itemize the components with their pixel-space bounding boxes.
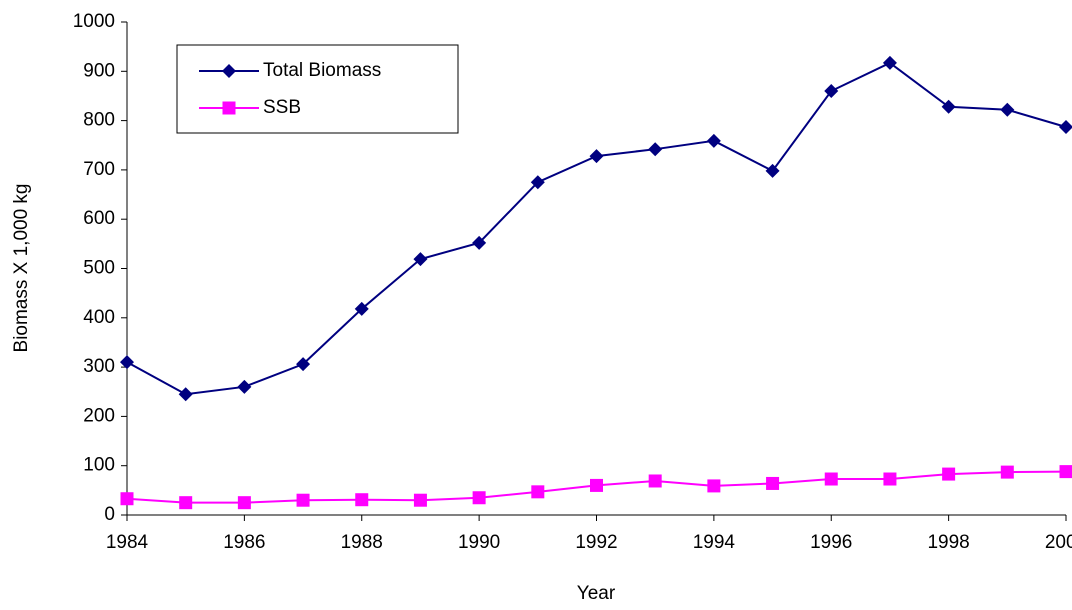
- x-tick-label: 1988: [341, 532, 383, 553]
- marker: [765, 163, 780, 178]
- x-tick-label: 1990: [458, 532, 500, 553]
- marker: [882, 55, 897, 70]
- marker: [648, 142, 663, 157]
- y-tick-label: 200: [83, 405, 115, 426]
- legend-box: [176, 44, 459, 134]
- marker: [531, 485, 545, 499]
- marker: [472, 235, 487, 250]
- legend-marker: [222, 101, 236, 115]
- x-tick-label: 1986: [223, 532, 265, 553]
- x-axis-label: Year: [577, 583, 616, 604]
- marker: [237, 496, 251, 510]
- y-tick-label: 600: [83, 208, 115, 229]
- y-tick-label: 400: [83, 307, 115, 328]
- marker: [766, 476, 780, 490]
- marker: [706, 133, 721, 148]
- marker: [296, 357, 311, 372]
- y-tick-label: 700: [83, 159, 115, 180]
- legend-label: Total Biomass: [263, 60, 381, 81]
- marker: [1000, 465, 1014, 479]
- legend-marker: [222, 64, 236, 78]
- marker: [707, 479, 721, 493]
- x-tick-label: 1994: [693, 532, 736, 553]
- marker: [178, 387, 193, 402]
- x-tick-label: 2000: [1045, 532, 1072, 553]
- y-tick-label: 300: [83, 356, 115, 377]
- marker: [1059, 120, 1072, 135]
- marker: [824, 472, 838, 486]
- legend-label: SSB: [263, 97, 301, 118]
- x-tick-label: 1998: [927, 532, 969, 553]
- y-tick-label: 500: [83, 258, 115, 279]
- marker: [530, 175, 545, 190]
- y-tick-label: 0: [104, 504, 115, 525]
- marker: [589, 149, 604, 164]
- y-axis-label: Biomass X 1,000 kg: [11, 184, 32, 353]
- marker: [120, 492, 134, 506]
- marker: [354, 301, 369, 316]
- marker: [120, 355, 134, 370]
- y-tick-label: 900: [83, 60, 115, 81]
- marker: [824, 84, 839, 99]
- marker: [942, 467, 956, 481]
- marker: [941, 99, 956, 114]
- y-tick-label: 100: [83, 455, 115, 476]
- x-tick-label: 1984: [106, 532, 149, 553]
- marker: [296, 493, 310, 507]
- marker: [179, 496, 193, 510]
- y-tick-label: 800: [83, 110, 115, 131]
- x-tick-label: 1996: [810, 532, 852, 553]
- marker: [883, 472, 897, 486]
- marker: [1000, 102, 1015, 117]
- y-tick-label: 1000: [73, 11, 115, 32]
- marker: [413, 493, 427, 507]
- marker: [413, 252, 428, 267]
- marker: [1059, 465, 1072, 479]
- marker: [590, 478, 603, 492]
- marker: [355, 493, 369, 507]
- marker: [648, 474, 662, 488]
- marker: [237, 379, 252, 394]
- marker: [472, 491, 486, 505]
- x-tick-label: 1992: [575, 532, 617, 553]
